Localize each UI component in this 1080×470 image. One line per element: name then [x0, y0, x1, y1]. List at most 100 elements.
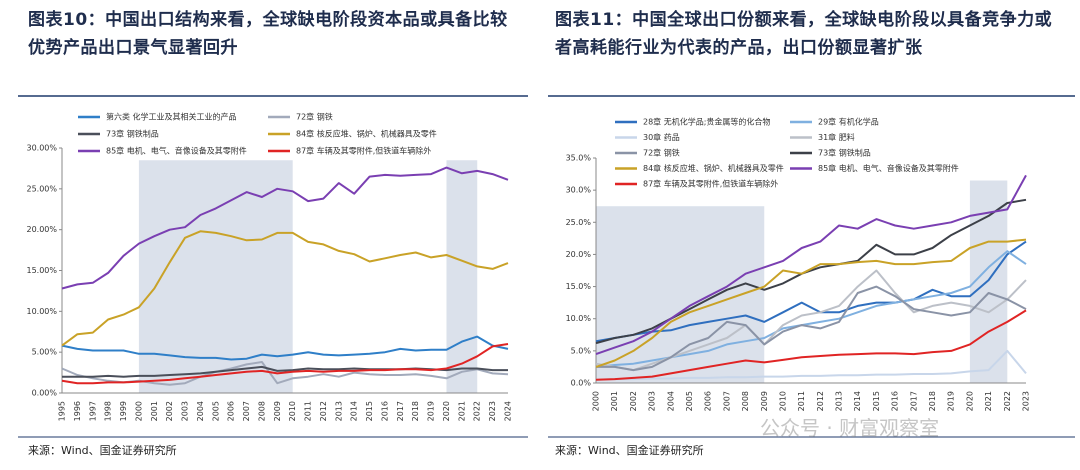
- x-tick-label: 2016: [891, 391, 900, 411]
- watermark: 公众号 · 财富观察室: [760, 416, 940, 440]
- legend-label: 28章 无机化学品;贵金属等的化合物: [643, 117, 770, 127]
- x-tick-label: 2012: [816, 391, 825, 411]
- x-tick-label: 2003: [648, 391, 657, 411]
- legend-label: 72章 钢铁: [296, 112, 333, 122]
- x-tick-label: 1995: [58, 401, 67, 421]
- x-tick-label: 2024: [504, 401, 513, 421]
- x-tick-label: 2003: [181, 401, 190, 421]
- x-tick-label: 1997: [88, 401, 97, 421]
- x-tick-label: 2002: [629, 391, 638, 411]
- legend-label: 85章 电机、电气、音像设备及其零附件: [818, 163, 959, 173]
- series-line: [595, 309, 1027, 381]
- series-line: [61, 343, 509, 385]
- y-tick-label: 0.0%: [571, 379, 592, 388]
- x-tick-label: 2005: [211, 401, 220, 421]
- y-tick-label: 35.0%: [566, 154, 592, 163]
- x-tick-label: 2020: [442, 401, 451, 421]
- x-tick-label: 2007: [722, 391, 731, 411]
- x-tick-label: 1998: [104, 401, 113, 421]
- y-tick-label: 30.00%: [26, 144, 57, 153]
- series-line: [595, 174, 1027, 356]
- x-tick-label: 2019: [427, 401, 436, 421]
- x-tick-label: 2017: [396, 401, 405, 421]
- x-tick-label: 2015: [872, 391, 881, 411]
- x-tick-label: 2011: [797, 391, 806, 411]
- x-tick-label: 2018: [411, 401, 420, 421]
- legend-label: 31章 肥料: [818, 132, 855, 142]
- x-tick-label: 2006: [227, 401, 236, 421]
- x-tick-label: 2000: [592, 391, 601, 411]
- x-tick-label: 2021: [457, 401, 466, 421]
- series-line: [61, 166, 509, 290]
- x-tick-label: 2016: [380, 401, 389, 421]
- y-tick-label: 10.00%: [26, 307, 57, 316]
- x-tick-label: 2017: [909, 391, 918, 411]
- legend-label: 72章 钢铁: [643, 148, 680, 158]
- source: 来源：Wind、国金证券研究所: [555, 444, 704, 457]
- series-line: [61, 335, 509, 361]
- shaded-period: [446, 160, 478, 393]
- source: 来源：Wind、国金证券研究所: [28, 444, 177, 457]
- x-tick-label: 2004: [666, 391, 675, 411]
- x-tick-label: 2014: [350, 401, 359, 421]
- x-tick-label: 2013: [835, 391, 844, 411]
- x-tick-label: 2022: [1003, 391, 1012, 411]
- y-tick-label: 30.0%: [566, 186, 592, 195]
- y-tick-label: 5.0%: [571, 346, 592, 355]
- x-tick-label: 2013: [334, 401, 343, 421]
- x-tick-label: 2015: [365, 401, 374, 421]
- x-tick-label: 2020: [965, 391, 974, 411]
- x-tick-label: 2002: [165, 401, 174, 421]
- x-tick-label: 1996: [73, 401, 82, 421]
- y-tick-label: 15.00%: [26, 266, 57, 275]
- chart-title: 图表10：中国出口结构来看，全球缺电阶段资本品或具备比较优势产品出口景气显著回升: [28, 10, 508, 58]
- x-tick-label: 2010: [778, 391, 787, 411]
- series-line: [596, 285, 1027, 372]
- legend-label: 87章 车辆及其零附件,但铁道车辆除外: [296, 146, 431, 156]
- legend-label: 73章 钢铁制品: [106, 129, 159, 139]
- x-tick-label: 2008: [741, 391, 750, 411]
- y-tick-label: 20.0%: [566, 250, 592, 259]
- chart-title: 图表11：中国全球出口份额来看，全球缺电阶段以具备竞争力或者高耗能行业为代表的产…: [555, 10, 1053, 58]
- x-tick-label: 2007: [242, 401, 251, 421]
- y-tick-label: 5.00%: [32, 348, 58, 357]
- legend-label: 84章 核反应堆、锅炉、机械器具及零件: [643, 163, 784, 173]
- legend-label: 29章 有机化学品: [818, 117, 879, 127]
- legend-label: 87章 车辆及其零附件,但铁道车辆除外: [643, 179, 778, 189]
- series-line: [595, 238, 1027, 368]
- legend-label: 73章 钢铁制品: [818, 148, 871, 158]
- x-tick-label: 2023: [488, 401, 497, 421]
- x-tick-label: 2014: [853, 391, 862, 411]
- series-line: [595, 240, 1027, 343]
- x-tick-label: 2010: [288, 401, 297, 421]
- y-tick-label: 25.0%: [566, 218, 592, 227]
- x-tick-label: 2011: [304, 401, 313, 421]
- y-tick-label: 10.0%: [566, 314, 592, 323]
- x-tick-label: 2012: [319, 401, 328, 421]
- x-tick-label: 1999: [119, 401, 128, 421]
- x-tick-label: 2001: [150, 401, 159, 421]
- y-tick-label: 0.00%: [32, 389, 58, 398]
- y-tick-label: 15.0%: [566, 282, 592, 291]
- x-tick-label: 2019: [947, 391, 956, 411]
- x-tick-label: 2009: [273, 401, 282, 421]
- x-tick-label: 2021: [984, 391, 993, 411]
- x-tick-label: 2022: [473, 401, 482, 421]
- x-tick-label: 2008: [257, 401, 266, 421]
- series-line: [61, 230, 509, 347]
- x-tick-label: 2005: [685, 391, 694, 411]
- x-tick-label: 2018: [928, 391, 937, 411]
- y-tick-label: 25.00%: [26, 184, 57, 193]
- x-tick-label: 2000: [134, 401, 143, 421]
- y-tick-label: 20.00%: [26, 225, 57, 234]
- legend-label: 30章 药品: [643, 132, 680, 142]
- x-tick-label: 2006: [704, 391, 713, 411]
- x-tick-label: 2023: [1022, 391, 1031, 411]
- legend-label: 第六类 化学工业及其相关工业的产品: [106, 112, 237, 122]
- legend-label: 85章 电机、电气、音像设备及其零附件: [106, 146, 247, 156]
- legend-label: 84章 核反应堆、锅炉、机械器具及零件: [296, 129, 437, 139]
- x-tick-label: 2001: [610, 391, 619, 411]
- series-line: [595, 349, 1027, 381]
